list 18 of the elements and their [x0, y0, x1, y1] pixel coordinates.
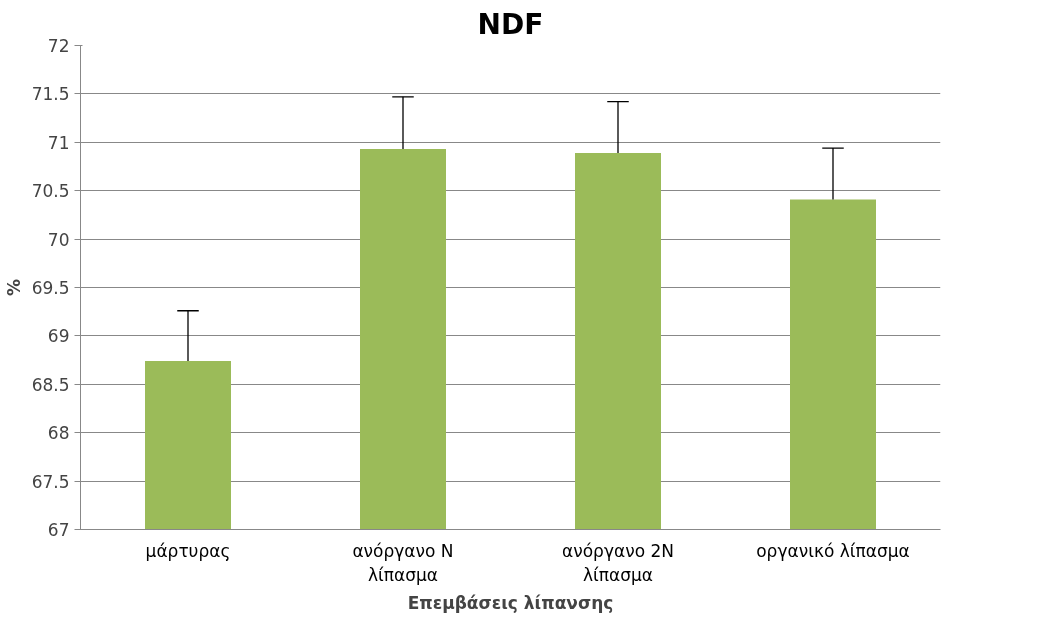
chart-title: NDF [477, 7, 544, 41]
y-tick-label: 69 [47, 326, 70, 347]
y-tick-label: 69.5 [31, 278, 70, 298]
y-tick-label: 68 [47, 423, 70, 444]
y-tick-label: 71 [47, 132, 70, 153]
y-tick-label: 67.5 [31, 471, 70, 492]
x-tick-label: ανόργανο N λίπασμα [352, 540, 454, 585]
y-tick-label: 70 [47, 229, 70, 250]
y-tick-label: 67 [47, 520, 70, 540]
x-tick-label: οργανικό λίπασμα [756, 540, 910, 561]
y-tick-label: 71.5 [31, 84, 70, 105]
y-tick-label: 72 [47, 36, 70, 56]
y-axis-title: % [3, 278, 24, 297]
y-tick-label: 70.5 [31, 181, 70, 202]
x-tick-label: μάρτυρας [145, 540, 231, 561]
x-axis-title: Επεμβάσεις λίπανσης [407, 592, 614, 613]
y-tick-label: 68.5 [31, 374, 70, 395]
x-tick-label: ανόργανο 2N λίπασμα [562, 540, 674, 585]
